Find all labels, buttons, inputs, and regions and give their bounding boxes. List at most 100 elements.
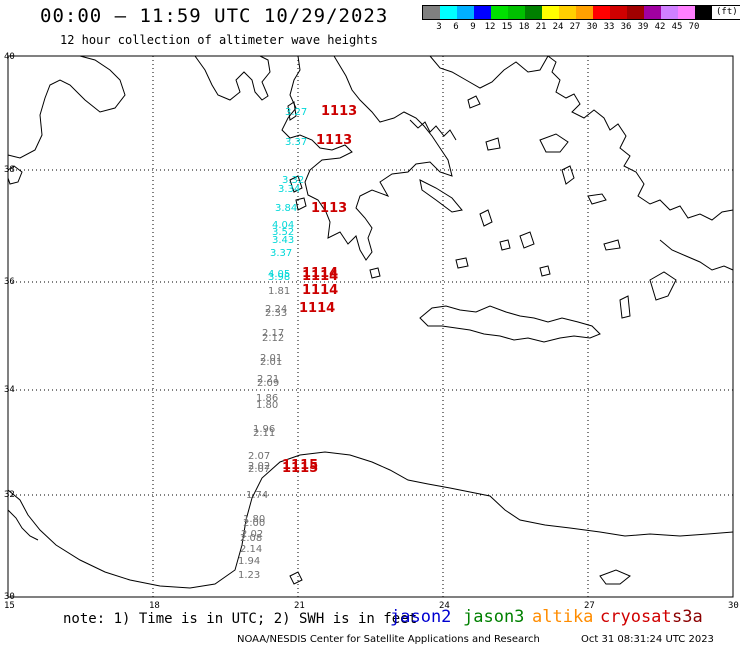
obs-value: 2.07 [248,464,271,475]
legend-tick-label: 33 [603,22,615,32]
obs-value: 2.11 [253,428,276,439]
obs-value: 2.01 [260,357,283,368]
pass-time-label: 1115 [282,458,319,473]
obs-value: 2.08 [240,533,263,544]
legend-tick-label: 18 [518,22,530,32]
legend-swatch [627,6,644,19]
legend-tick-label: 9 [470,22,476,32]
island-santorini [539,265,551,277]
island-karpathos [619,295,631,319]
coast-sicily-tip [7,165,23,185]
lon-label-30: 30 [728,601,739,611]
obs-value: 2.09 [257,378,280,389]
color-legend: 3 6 9 12 15 18 21 24 27 30 33 36 39 42 45 70 (ft) [422,5,740,34]
generation-timestamp: Oct 31 08:31:24 UTC 2023 [581,634,714,645]
island-naxos [519,231,535,249]
obs-value: 2.33 [265,308,288,319]
obs-value: 2.12 [262,333,285,344]
legend-swatch [593,6,610,19]
obs-value: 2.00 [243,518,266,529]
obs-value: 2.02 [248,461,271,472]
island-south-1 [599,569,631,585]
legend-tick-label: 36 [620,22,632,32]
legend-swatch [457,6,474,19]
coast-italy [194,55,271,101]
legend-swatch [644,6,661,19]
legend-swatch [695,6,712,19]
lat-label-38: 38 [4,165,15,175]
island-samos [587,193,607,205]
coast-chalkidiki [409,119,457,141]
pass-time-label: 1113 [321,104,358,119]
island-euboea [419,179,463,213]
legend-tick-label: 3 [436,22,442,32]
obs-value: 1.86 [256,393,279,404]
coast-aegean-north [429,55,549,89]
island-gavdos [289,571,303,585]
obs-value: 3.37 [285,137,308,148]
obs-value: 1.80 [243,514,266,525]
obs-value: 2.17 [262,328,285,339]
coast-turkey [547,55,734,221]
legend-swatch [576,6,593,19]
island-milos [455,257,469,269]
obs-value: 1.81 [268,286,291,297]
legend-swatch [423,6,440,19]
legend-tick-label: 24 [552,22,564,32]
pass-time-label: 1114 [299,301,336,316]
island-lemnos [485,137,501,151]
island-lesvos [539,133,569,153]
lat-label-36: 36 [4,277,15,287]
legend-swatch [491,6,508,19]
pass-time-label: 1114 [302,269,339,284]
island-kythira [369,267,381,279]
obs-value: 2.02 [241,529,264,540]
lat-label-32: 32 [4,490,15,500]
island-corfu [287,101,297,121]
obs-value: 1.74 [246,490,269,501]
obs-value: 2.14 [240,544,263,555]
island-thasos [467,95,481,109]
coast-libya-west [7,509,39,541]
legend-tick-label: 12 [484,22,496,32]
obs-value: 3.43 [272,235,295,246]
lon-label-27: 27 [584,601,595,611]
grid-lines [8,56,733,597]
legend-swatch [440,6,457,19]
page-title: 00:00 – 11:59 UTC 10/29/2023 [40,5,389,27]
obs-value: 3.34 [278,184,301,195]
legend-unit: (ft) [716,7,738,17]
legend-labels: 3 6 9 12 15 18 21 24 27 30 33 36 39 42 45 70 [422,20,740,34]
page-subtitle: 12 hour collection of altimeter wave hei… [60,33,378,47]
obs-value: 3.98 [268,272,291,283]
coastlines [7,55,734,589]
island-crete [419,305,601,343]
pass-time-label: 1113 [316,133,353,148]
legend-tick-label: 42 [654,22,666,32]
lon-label-15: 15 [4,601,15,611]
island-paros [499,239,511,251]
obs-value: 1.23 [238,570,261,581]
island-rhodes [649,271,677,301]
island-zakynthos [295,197,307,211]
obs-value: 2.21 [257,374,280,385]
coast-balkans [281,55,453,261]
coast-sicily [7,55,126,159]
legend-swatch [542,6,559,19]
legend-swatch [610,6,627,19]
island-chios [561,165,575,185]
obs-value: 2.24 [265,304,288,315]
satellite-label-altika: altika [532,607,594,627]
obs-value: 4.04 [272,220,295,231]
island-kefalonia [289,175,303,193]
credit-text: NOAA/NESDIS Center for Satellite Applica… [237,634,540,645]
lat-label-34: 34 [4,385,15,395]
satellite-label-s3a: s3a [672,607,703,627]
legend-tick-label: 70 [688,22,700,32]
legend-swatch [474,6,491,19]
legend-tick-label: 30 [586,22,598,32]
pass-time-label: 1114 [302,283,339,298]
pass-time-label: 1115 [282,461,319,476]
lat-label-40: 40 [4,52,15,62]
